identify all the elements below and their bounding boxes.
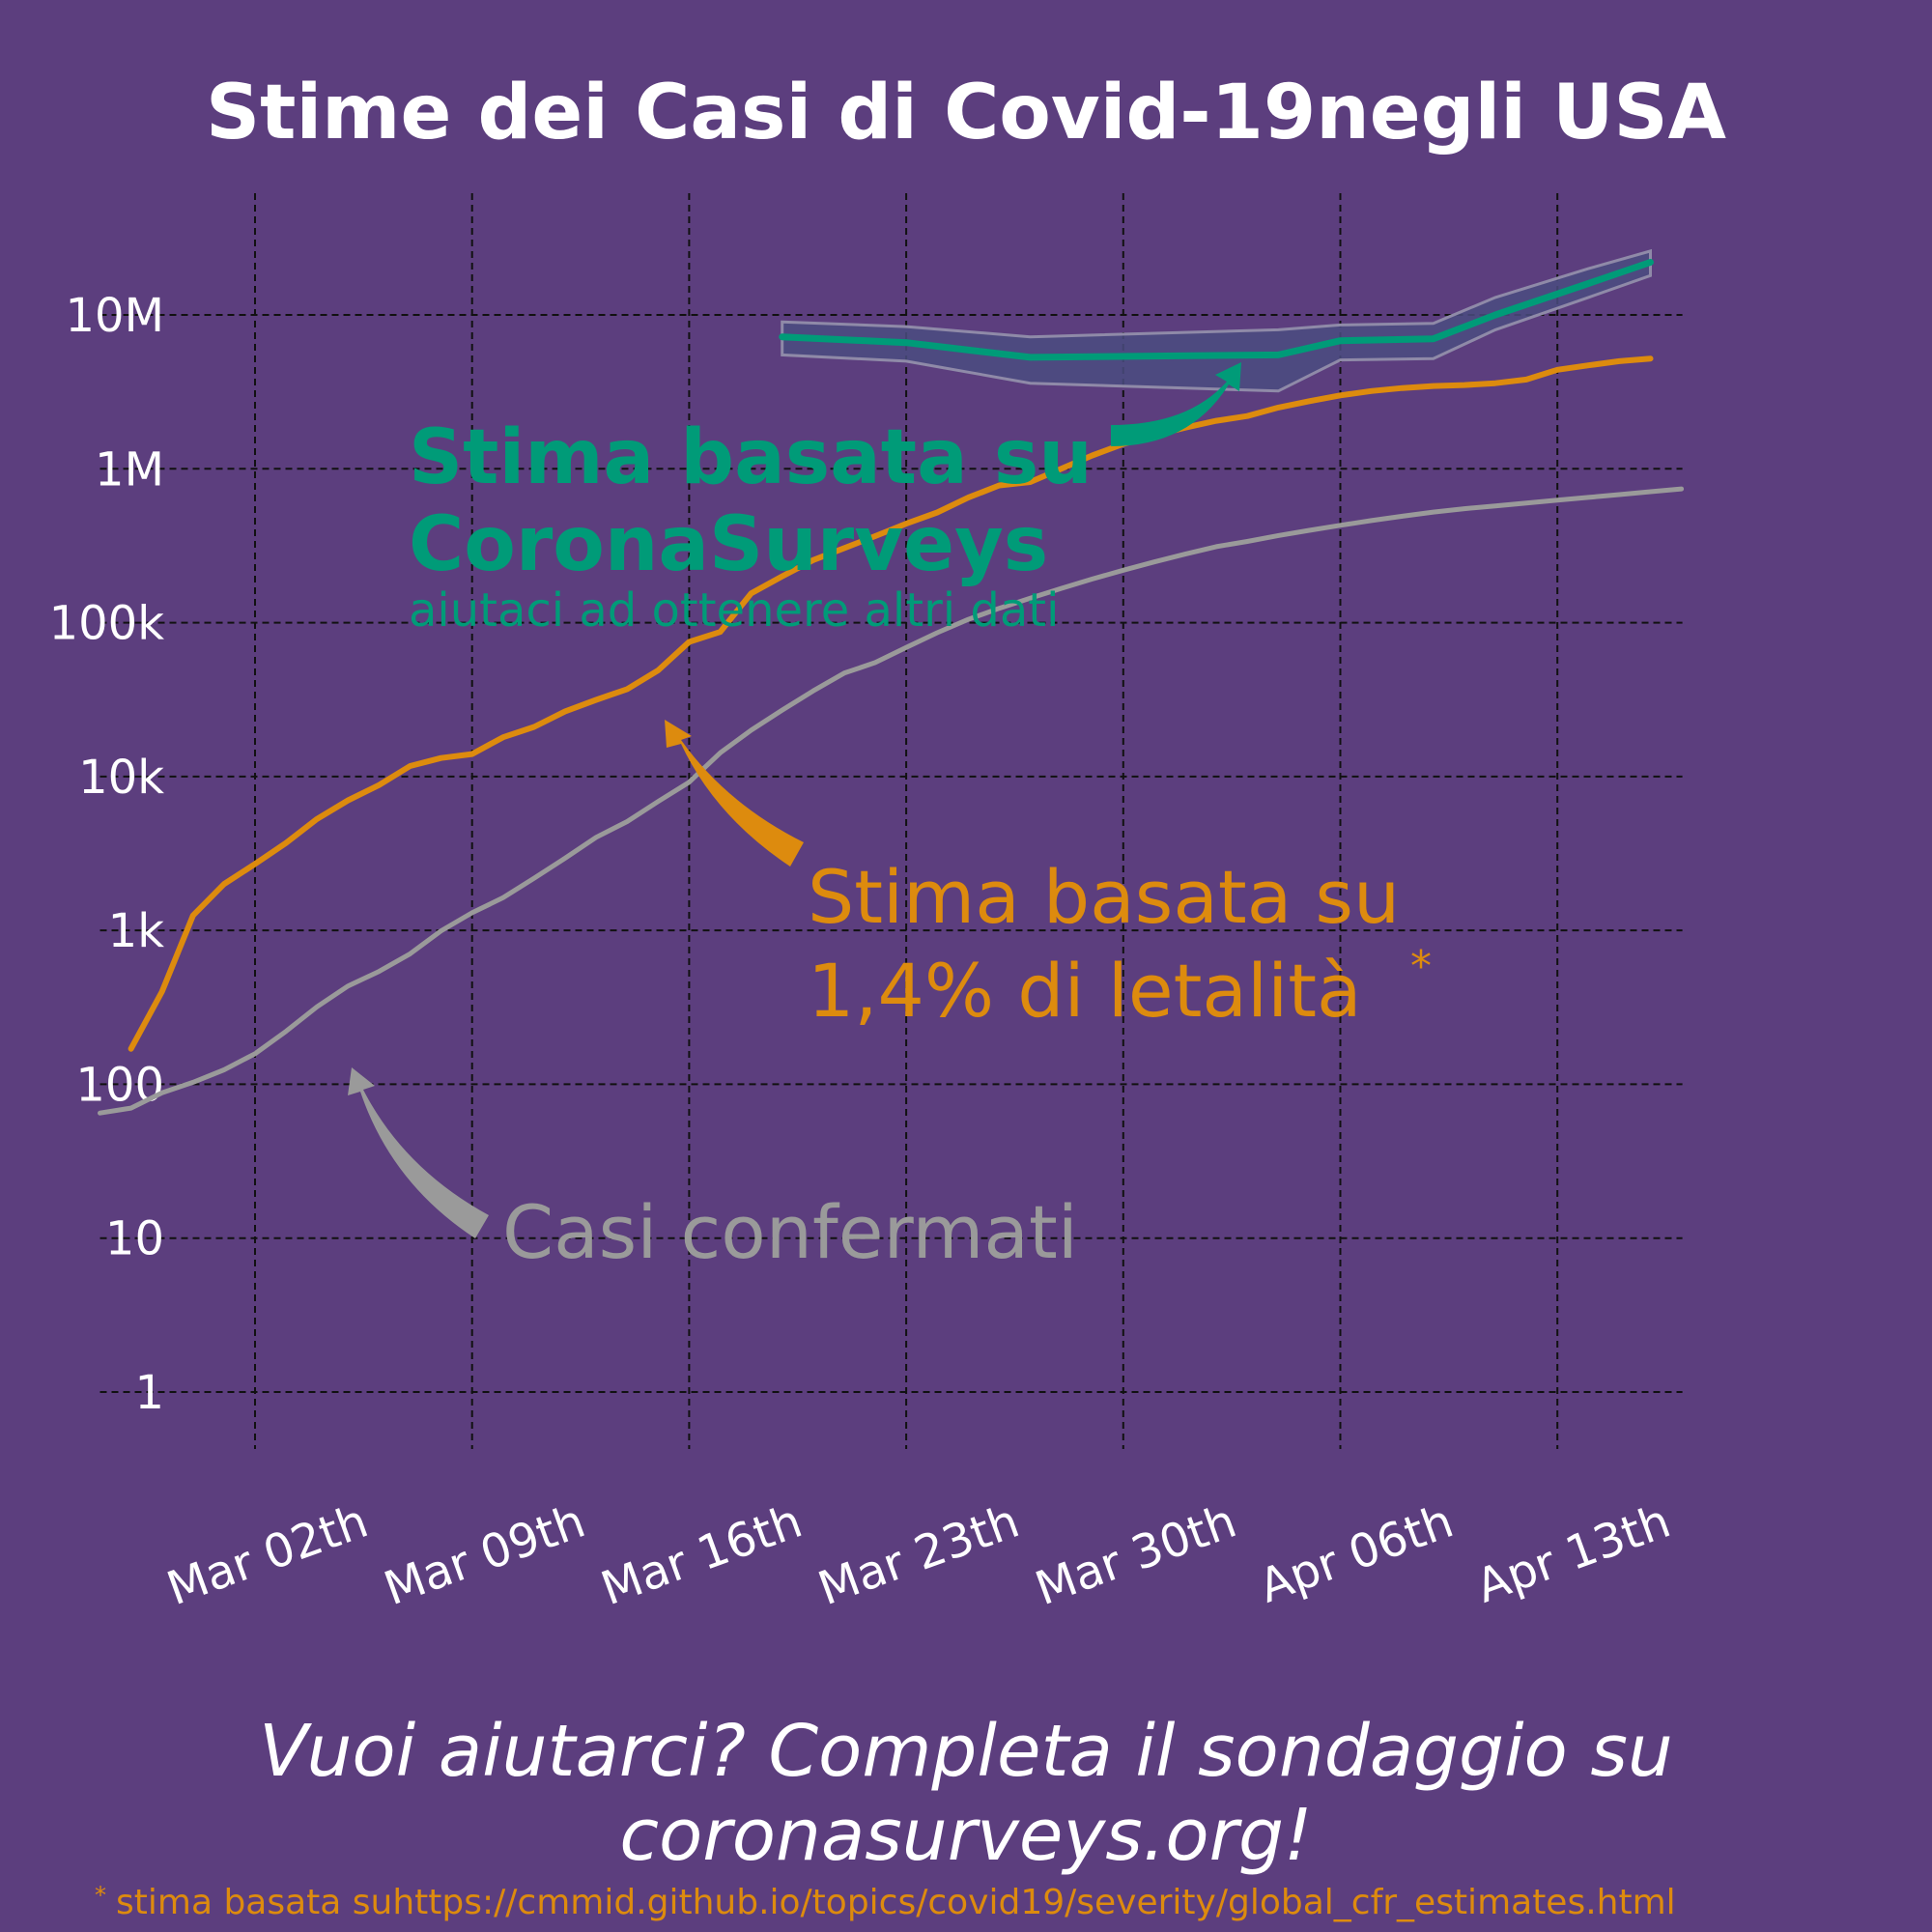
series-layer — [98, 259, 1685, 1116]
annotation-arrows — [348, 362, 1241, 1238]
y-tick-label: 10M — [66, 289, 165, 343]
x-tick-label: Mar 16th — [594, 1494, 809, 1617]
x-tick-label: Apr 06th — [1252, 1494, 1460, 1614]
y-tick-label: 100 — [75, 1058, 164, 1112]
footnote-marker: * — [95, 1882, 106, 1909]
y-tick-label: 1k — [108, 904, 165, 958]
chart-title: Stime dei Casi di Covid-19negli USA — [206, 70, 1726, 156]
grid — [99, 193, 1683, 1449]
cta-line1: Vuoi aiutarci? Completa il sondaggio su — [259, 1710, 1673, 1793]
x-axis-ticks: Mar 02th Mar 09th Mar 16th Mar 23th Mar 30th… — [160, 1494, 1677, 1617]
coronasurveys-label-line1: Stima basata su — [409, 414, 1093, 501]
coronasurveys-band-layer — [781, 248, 1652, 393]
x-tick-label: Mar 23th — [811, 1494, 1026, 1617]
x-tick-label: Mar 30th — [1029, 1494, 1243, 1617]
cfr-label-line1: Stima basata su — [808, 854, 1400, 940]
cfr_estimate-series-line — [128, 355, 1654, 1052]
x-tick-label: Mar 02th — [160, 1494, 375, 1617]
y-tick-label: 1 — [134, 1366, 164, 1420]
coronasurveys-confidence-band — [781, 248, 1652, 393]
y-tick-label: 1M — [95, 442, 164, 497]
coronasurveys-arrow — [1111, 362, 1241, 446]
y-axis-ticks: 1 10 100 1k 10k 100k 1M 10M — [49, 289, 165, 1420]
y-tick-label: 10 — [105, 1212, 164, 1266]
cfr-label-asterisk: * — [1410, 942, 1432, 991]
confirmed-arrow — [348, 1067, 489, 1238]
coronasurveys-series-line — [779, 259, 1654, 361]
confirmed-label: Casi confermati — [502, 1189, 1078, 1275]
coronasurveys-label-line2: CoronaSurveys — [409, 501, 1048, 588]
x-tick-label: Mar 09th — [378, 1494, 592, 1617]
cta-line2: coronasurveys.org! — [619, 1794, 1312, 1877]
x-tick-label: Apr 13th — [1469, 1494, 1677, 1614]
footnote-text: stima basata suhttps://cmmid.github.io/t… — [116, 1883, 1676, 1922]
cfr-label-line2: 1,4% di letalità — [808, 948, 1362, 1034]
confirmed-series-line — [98, 486, 1685, 1116]
y-tick-label: 100k — [49, 597, 165, 651]
y-tick-label: 10k — [78, 751, 164, 805]
cfr-arrow — [665, 720, 804, 867]
coronasurveys-label-sub: aiutaci ad ottenere altri dati — [409, 583, 1059, 638]
